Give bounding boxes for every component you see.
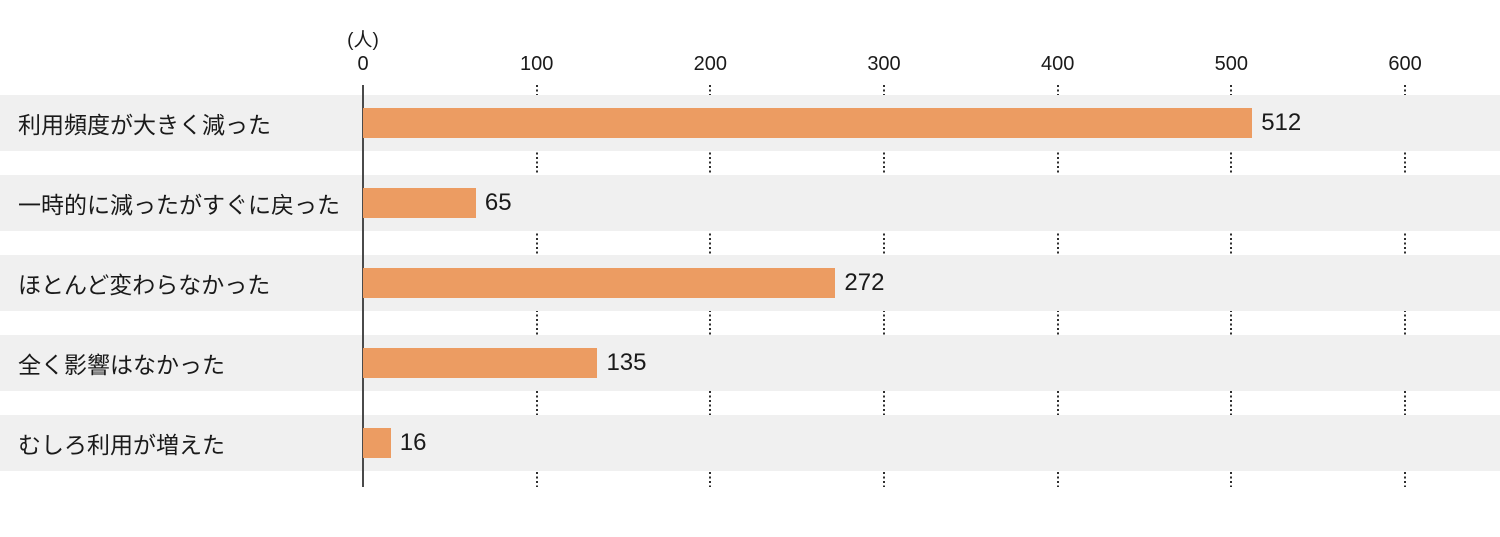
bar	[363, 268, 836, 298]
bar	[363, 428, 391, 458]
x-tick-label: 300	[867, 53, 901, 75]
value-label: 16	[399, 429, 427, 456]
value-label: 272	[844, 269, 885, 296]
value-label: 65	[484, 189, 512, 216]
axis-unit-label: (人)	[347, 30, 379, 51]
x-tick-label: 400	[1040, 53, 1075, 75]
bar	[363, 348, 598, 378]
category-label: 一時的に減ったがすぐに戻った	[18, 192, 340, 218]
row-band	[0, 175, 1500, 231]
x-tick-label: 100	[519, 53, 554, 75]
value-label: 135	[606, 349, 647, 376]
x-tick-label: 0	[357, 53, 369, 75]
x-tick-label: 500	[1214, 53, 1249, 75]
category-label: むしろ利用が増えた	[18, 432, 225, 458]
x-tick-label: 200	[693, 53, 728, 75]
bar	[363, 108, 1253, 138]
value-label: 512	[1261, 109, 1302, 136]
row-band	[0, 415, 1500, 471]
category-label: ほとんど変わらなかった	[18, 272, 271, 298]
category-label: 全く影響はなかった	[18, 352, 225, 378]
row-band	[0, 335, 1500, 391]
category-label: 利用頻度が大きく減った	[18, 112, 271, 138]
bar	[363, 188, 476, 218]
x-tick-label: 600	[1388, 53, 1422, 75]
